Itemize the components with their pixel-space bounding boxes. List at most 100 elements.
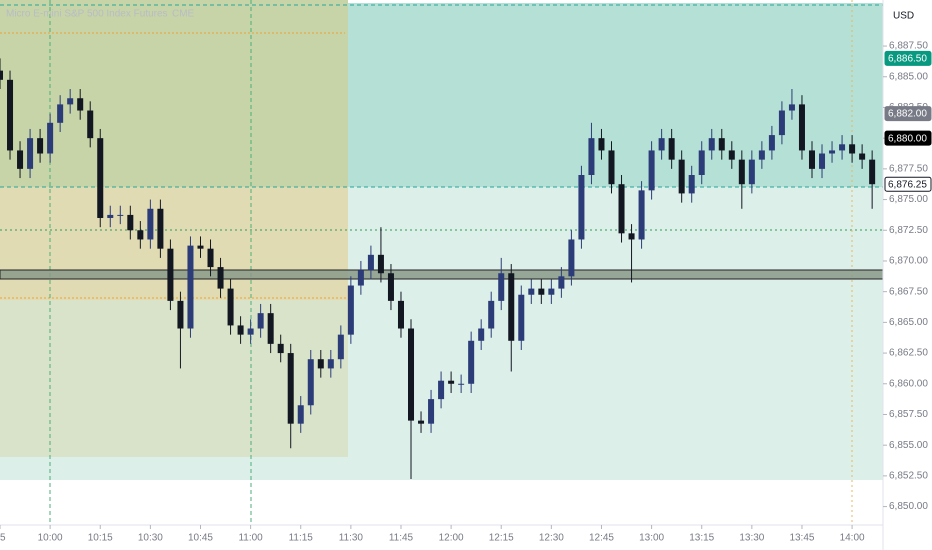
y-tick-label: 6,855.00 xyxy=(889,440,928,451)
x-tick-label: 12:15 xyxy=(489,533,514,544)
x-tick-label: 10:15 xyxy=(88,533,113,544)
y-tick-label: 6,852.50 xyxy=(889,471,928,482)
candle-body xyxy=(237,325,244,335)
y-tick-label: 6,867.50 xyxy=(889,286,928,297)
x-tick-label: 12:45 xyxy=(589,533,614,544)
x-tick-label: 13:00 xyxy=(639,533,664,544)
candle-body xyxy=(468,340,475,384)
candle-body xyxy=(317,359,324,369)
zone-left-middle xyxy=(0,187,348,300)
candle-body xyxy=(87,110,94,139)
candle-body xyxy=(678,159,685,194)
candle-body xyxy=(377,254,384,274)
price-tag xyxy=(884,130,932,146)
candle-body xyxy=(558,276,565,289)
candle-body xyxy=(508,273,515,341)
candle-body xyxy=(217,267,224,289)
price-tag-label: 6,880.00 xyxy=(888,133,927,144)
price-tag-label: 6,886.50 xyxy=(888,53,927,64)
y-tick-label: 6,885.00 xyxy=(889,71,928,82)
price-tag xyxy=(884,106,932,122)
candle-body xyxy=(658,138,665,151)
candle-body xyxy=(488,300,495,329)
y-tick-label: 6,865.00 xyxy=(889,317,928,328)
candle-body xyxy=(478,328,485,341)
candle-body xyxy=(438,380,445,400)
candle-body xyxy=(67,98,74,105)
candle-body xyxy=(418,420,425,424)
zone-left-upper xyxy=(0,0,348,187)
candle-body xyxy=(698,150,705,175)
range-band xyxy=(0,269,884,280)
y-tick-label: 6,870.00 xyxy=(889,256,928,267)
candle-body xyxy=(147,208,154,240)
candle-body xyxy=(608,150,615,185)
candle-body xyxy=(137,230,144,240)
y-tick-label: 6,850.00 xyxy=(889,501,928,512)
candle-body xyxy=(27,138,34,169)
candle-body xyxy=(47,122,54,154)
candle-body xyxy=(247,328,254,335)
y-tick-label: 6,857.50 xyxy=(889,409,928,420)
candle-body xyxy=(728,150,735,160)
candle-body xyxy=(167,248,174,301)
y-tick-label: 6,872.50 xyxy=(889,225,928,236)
candle-body xyxy=(257,313,264,329)
candle-body xyxy=(708,138,715,151)
candle-body xyxy=(187,245,194,329)
candle-body xyxy=(197,245,204,249)
candle-body xyxy=(157,208,164,249)
x-tick-label: 10:45 xyxy=(188,533,213,544)
candles xyxy=(0,58,876,479)
candle-body xyxy=(788,104,795,111)
candle-body xyxy=(648,150,655,191)
candle-body xyxy=(327,359,334,369)
candle-body xyxy=(17,150,24,169)
x-tick-label: 11:30 xyxy=(339,533,364,544)
x-tick-label: 13:15 xyxy=(689,533,714,544)
candle-body xyxy=(448,380,455,384)
candle-body xyxy=(397,300,404,329)
currency: USD xyxy=(893,11,914,22)
candle-body xyxy=(7,79,14,151)
candle-body xyxy=(638,190,645,240)
candle-body xyxy=(768,135,775,151)
candle-body xyxy=(227,288,234,326)
zone-left-lower xyxy=(0,300,348,457)
candle-body xyxy=(287,353,294,424)
candle-body xyxy=(598,138,605,151)
candle-body xyxy=(538,288,545,295)
candle-body xyxy=(628,233,635,240)
x-tick-label: 13:30 xyxy=(739,533,764,544)
x-tick-label: 12:30 xyxy=(539,533,564,544)
y-tick-label: 6,877.50 xyxy=(889,164,928,175)
candle-body xyxy=(107,214,114,218)
candle-body xyxy=(408,328,415,421)
price-tag xyxy=(884,50,932,66)
y-tick-label: 6,862.50 xyxy=(889,348,928,359)
candle-body xyxy=(798,104,805,151)
candle-body xyxy=(518,294,525,341)
candle-body xyxy=(668,138,675,160)
candle-body xyxy=(127,214,134,231)
symbol: Micro E-mini S&P 500 Index Futures xyxy=(6,9,168,20)
candle-body xyxy=(738,159,745,185)
candle-body xyxy=(688,175,695,194)
candle-body xyxy=(57,104,64,123)
price-axis xyxy=(883,0,932,550)
x-tick-label: 12:00 xyxy=(439,533,464,544)
candle-body xyxy=(859,153,866,160)
candle-body xyxy=(568,239,575,277)
candle-body xyxy=(528,288,535,295)
candle-body xyxy=(307,359,314,406)
price-tag-label: 6,876.25 xyxy=(888,179,927,190)
x-tick-label: 14:00 xyxy=(840,533,865,544)
candle-body xyxy=(277,343,284,354)
x-tick-label: 10:30 xyxy=(138,533,163,544)
x-tick-label: 10:00 xyxy=(38,533,63,544)
candle-body xyxy=(357,270,364,286)
candle-body xyxy=(839,144,846,151)
time-axis xyxy=(0,525,883,550)
candle-body xyxy=(618,184,625,234)
